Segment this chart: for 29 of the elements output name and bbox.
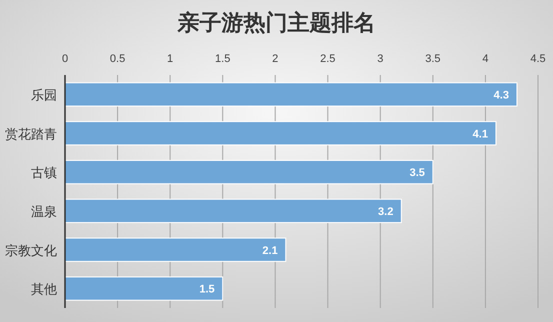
data-label: 3.2 bbox=[378, 206, 394, 218]
x-tick-label: 1.5 bbox=[215, 53, 230, 65]
x-tick-label: 0.5 bbox=[110, 53, 126, 65]
data-label: 3.5 bbox=[410, 167, 425, 180]
y-tick-label: 其他 bbox=[31, 282, 57, 297]
x-tick-label: 4 bbox=[482, 53, 489, 65]
data-label: 4.3 bbox=[494, 89, 509, 102]
x-tick-label: 3.5 bbox=[425, 53, 441, 65]
chart-title: 亲子游热门主题排名 bbox=[176, 10, 376, 35]
bar bbox=[64, 276, 224, 301]
data-label: 2.1 bbox=[262, 244, 278, 257]
data-label: 1.5 bbox=[199, 284, 215, 296]
bar bbox=[64, 238, 286, 262]
x-tick-label: 4.5 bbox=[530, 53, 546, 65]
y-tick-label: 赏花踏青 bbox=[5, 126, 57, 142]
bar bbox=[64, 198, 402, 224]
x-tick-label: 0 bbox=[62, 53, 68, 65]
data-label: 4.1 bbox=[472, 128, 488, 140]
x-tick-label: 2.5 bbox=[320, 53, 336, 65]
x-tick-label: 3 bbox=[377, 53, 384, 65]
y-tick-label: 温泉 bbox=[31, 204, 57, 219]
bar bbox=[64, 121, 496, 146]
y-tick-label: 乐园 bbox=[31, 87, 57, 102]
y-tick-label: 宗教文化 bbox=[5, 242, 57, 258]
y-tick-label: 古镇 bbox=[31, 165, 57, 180]
bar bbox=[64, 82, 518, 107]
x-tick-label: 2 bbox=[272, 53, 278, 65]
x-tick-label: 1 bbox=[167, 53, 174, 65]
bar bbox=[64, 160, 434, 184]
